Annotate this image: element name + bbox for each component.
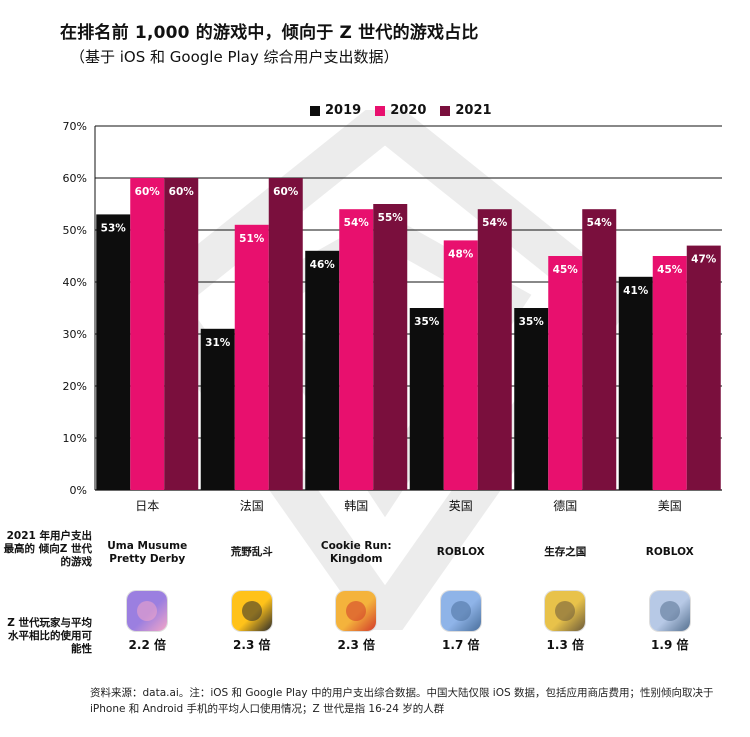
- bar-2021: [164, 178, 199, 490]
- x-tick-label: 美国: [658, 499, 682, 513]
- data-label: 45%: [657, 264, 683, 276]
- game-name: Uma Musume Pretty Derby: [107, 540, 188, 565]
- data-label: 46%: [310, 259, 336, 271]
- legend-item-2020: 2020: [375, 103, 426, 118]
- bar-2019: [96, 214, 131, 490]
- x-tick-label: 法国: [240, 499, 264, 513]
- legend-item-2021: 2021: [440, 103, 492, 118]
- bar-2021: [373, 204, 408, 490]
- x-tick-label: 英国: [449, 499, 473, 513]
- y-tick-label: 30%: [63, 328, 87, 341]
- bar-2021: [686, 245, 721, 490]
- legend-label-2020: 2020: [390, 103, 427, 118]
- data-label: 45%: [553, 264, 579, 276]
- data-label: 35%: [414, 316, 440, 328]
- icon-detail: [137, 601, 158, 621]
- bar-2020: [130, 178, 165, 490]
- data-label: 48%: [448, 248, 474, 260]
- likelihood-multiplier: 2.3 倍: [337, 638, 375, 652]
- row-label-top-game: 2021 年用户支出最高的 倾向Z 世代的游戏: [3, 530, 92, 568]
- game-name: ROBLOX: [645, 546, 694, 558]
- likelihood-multiplier: 1.7 倍: [442, 638, 480, 652]
- bar-2021: [477, 209, 512, 490]
- legend-item-2019: 2019: [310, 103, 361, 118]
- survival-game-icon: [545, 591, 586, 631]
- bar-2019: [514, 308, 549, 490]
- roblox-icon: [649, 591, 690, 631]
- icon-detail: [450, 601, 471, 621]
- x-tick-label: 德国: [553, 498, 577, 513]
- y-tick-label: 40%: [63, 276, 87, 289]
- uma-musume-icon: [127, 591, 168, 631]
- bar-2020: [234, 224, 269, 491]
- data-label: 53%: [101, 222, 127, 234]
- y-tick-label: 60%: [63, 172, 87, 185]
- x-tick-label: 韩国: [344, 498, 368, 513]
- legend-label-2019: 2019: [325, 103, 362, 118]
- footnote: 资料来源：data.ai。注：iOS 和 Google Play 中的用户支出综…: [90, 687, 714, 715]
- y-tick-label: 20%: [63, 380, 87, 393]
- bar-2021: [582, 209, 617, 490]
- data-label: 54%: [587, 217, 613, 229]
- chart-subtitle: （基于 iOS 和 Google Play 综合用户支出数据）: [70, 48, 399, 66]
- game-name: 荒野乱斗: [230, 546, 273, 558]
- game-name: Cookie Run: Kingdom: [320, 540, 392, 565]
- bar-2019: [200, 328, 235, 490]
- data-label: 60%: [169, 186, 195, 198]
- bar-2019: [305, 250, 340, 490]
- data-label: 41%: [623, 285, 649, 297]
- icon-detail: [659, 601, 680, 621]
- bar-2021: [268, 178, 303, 490]
- chart-title: 在排名前 1,000 的游戏中，倾向于 Z 世代的游戏占比: [60, 23, 479, 43]
- row-label-likelihood: Z 世代玩家与平均水平相比的使用可能性: [7, 617, 92, 655]
- y-tick-label: 0%: [70, 484, 87, 497]
- y-tick-label: 10%: [63, 432, 87, 445]
- legend-swatch-2020: [375, 105, 386, 116]
- game-name: ROBLOX: [436, 546, 485, 558]
- bar-2019: [409, 308, 444, 490]
- data-label: 55%: [378, 212, 404, 224]
- icon-detail: [241, 601, 262, 621]
- bar-2020: [652, 256, 687, 490]
- data-label: 54%: [344, 217, 370, 229]
- bar-2020: [339, 209, 374, 490]
- bar-2020: [548, 256, 583, 490]
- likelihood-multiplier: 2.2 倍: [128, 638, 166, 652]
- game-name: 生存之国: [544, 546, 587, 558]
- data-label: 51%: [239, 233, 265, 245]
- data-label: 47%: [691, 254, 717, 266]
- icon-detail: [346, 601, 367, 621]
- likelihood-multiplier: 1.3 倍: [546, 638, 584, 652]
- y-tick-label: 50%: [63, 224, 87, 237]
- bar-2020: [443, 240, 478, 490]
- likelihood-multiplier: 1.9 倍: [651, 638, 689, 652]
- legend-label-2021: 2021: [455, 103, 492, 118]
- data-label: 54%: [482, 217, 508, 229]
- x-tick-label: 日本: [135, 499, 159, 513]
- chart-legend: 2019 2020 2021: [310, 103, 492, 118]
- legend-swatch-2021: [440, 105, 451, 116]
- data-label: 35%: [519, 316, 545, 328]
- brawl-stars-icon: [231, 591, 272, 631]
- data-label: 60%: [135, 186, 161, 198]
- legend-swatch-2019: [310, 105, 320, 116]
- data-label: 31%: [205, 337, 231, 349]
- cookie-run-icon: [336, 591, 377, 631]
- likelihood-multiplier: 2.3 倍: [233, 638, 271, 652]
- roblox-icon: [440, 591, 481, 631]
- bar-2019: [618, 276, 653, 490]
- data-label: 60%: [273, 186, 299, 198]
- y-tick-label: 70%: [63, 120, 87, 133]
- icon-detail: [555, 601, 576, 621]
